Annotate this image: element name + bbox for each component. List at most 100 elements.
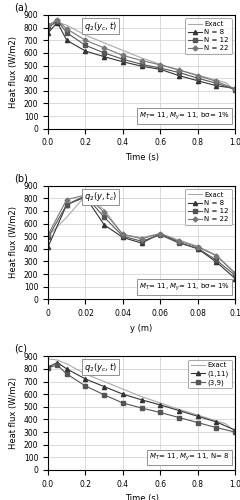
Exact (47, 356, 49, 362)
Exact (56, 357, 59, 363)
N = 22 (121, 232, 124, 237)
Exact (206, 415, 209, 421)
Exact (168, 403, 171, 409)
Exact (196, 244, 199, 250)
N = 8 (178, 240, 180, 246)
N = 8 (47, 30, 49, 36)
Text: $M_T$= 11, $M_y$= 11, bσ= 1%: $M_T$= 11, $M_y$= 11, bσ= 1% (139, 281, 230, 292)
Exact (121, 386, 124, 392)
(3,9) (159, 410, 162, 416)
Y-axis label: Heat flux (W/m2): Heat flux (W/m2) (9, 36, 18, 108)
Exact (150, 58, 152, 64)
Line: N = 8: N = 8 (46, 20, 237, 90)
(1,11) (159, 402, 162, 408)
Exact (224, 80, 227, 86)
Exact (131, 390, 134, 396)
(1,11) (234, 427, 237, 433)
N = 22 (234, 86, 237, 92)
Exact (215, 252, 218, 258)
N = 22 (159, 62, 162, 68)
N = 12 (65, 30, 68, 36)
N = 22 (103, 45, 106, 51)
N = 22 (103, 209, 106, 215)
(1,11) (215, 419, 218, 425)
(3,9) (65, 371, 68, 377)
Exact (84, 32, 87, 38)
Exact (159, 62, 162, 68)
Exact (131, 51, 134, 57)
Line: Exact: Exact (48, 359, 235, 432)
N = 12 (196, 245, 199, 251)
N = 12 (47, 234, 49, 240)
N = 22 (196, 72, 199, 78)
Exact (234, 270, 237, 276)
N = 22 (84, 192, 87, 198)
(3,9) (140, 405, 143, 411)
Exact (187, 409, 190, 415)
N = 8 (178, 72, 180, 78)
Exact (140, 234, 143, 240)
X-axis label: Time (s): Time (s) (125, 494, 159, 500)
Line: N = 12: N = 12 (46, 194, 237, 278)
Exact (121, 48, 124, 54)
Exact (75, 27, 78, 33)
N = 22 (84, 38, 87, 44)
N = 12 (103, 214, 106, 220)
Exact (103, 206, 106, 212)
Exact (187, 70, 190, 75)
Text: $q_2(y_c, t)$: $q_2(y_c, t)$ (84, 361, 117, 374)
N = 8 (215, 83, 218, 89)
Line: N = 8: N = 8 (46, 195, 237, 280)
Line: N = 12: N = 12 (46, 18, 237, 92)
(3,9) (121, 400, 124, 406)
N = 12 (121, 233, 124, 239)
N = 22 (234, 270, 237, 276)
Exact (103, 40, 106, 46)
Line: (1,11): (1,11) (46, 360, 237, 432)
Legend: Exact, N = 8, N = 12, N = 22: Exact, N = 8, N = 12, N = 22 (185, 189, 232, 225)
Exact (93, 374, 96, 380)
Text: $M_T$= 11, $M_y$= 11, bσ= 1%: $M_T$= 11, $M_y$= 11, bσ= 1% (139, 110, 230, 122)
N = 8 (56, 20, 59, 26)
N = 12 (234, 272, 237, 278)
Legend: Exact, N = 8, N = 12, N = 22: Exact, N = 8, N = 12, N = 22 (185, 18, 232, 55)
(3,9) (103, 392, 106, 398)
Exact (75, 366, 78, 372)
N = 12 (47, 24, 49, 30)
Line: (3,9): (3,9) (46, 363, 237, 434)
N = 12 (84, 192, 87, 198)
Exact (234, 88, 237, 94)
N = 8 (103, 222, 106, 228)
Exact (56, 20, 59, 26)
N = 12 (234, 86, 237, 92)
(3,9) (234, 429, 237, 435)
N = 12 (215, 80, 218, 86)
Text: $q_2(y, t_c)$: $q_2(y, t_c)$ (84, 190, 117, 203)
Text: (c): (c) (14, 344, 27, 354)
Exact (206, 74, 209, 80)
N = 12 (178, 70, 180, 75)
N = 8 (159, 230, 162, 236)
N = 22 (65, 26, 68, 32)
Exact (65, 361, 68, 367)
(1,11) (196, 414, 199, 420)
Line: N = 22: N = 22 (46, 194, 237, 275)
Exact (103, 378, 106, 384)
Exact (159, 230, 162, 236)
Exact (215, 418, 218, 424)
Text: $M_T$= 11, $M_y$= 11, N= 8: $M_T$= 11, $M_y$= 11, N= 8 (149, 452, 230, 463)
Exact (178, 406, 180, 412)
Exact (215, 77, 218, 83)
N = 8 (234, 86, 237, 91)
X-axis label: Time (s): Time (s) (125, 153, 159, 162)
Y-axis label: Heat flux (W/m2): Heat flux (W/m2) (9, 206, 18, 279)
Line: Exact: Exact (48, 22, 235, 91)
N = 12 (215, 257, 218, 263)
N = 12 (84, 42, 87, 48)
N = 8 (121, 59, 124, 65)
(1,11) (140, 397, 143, 403)
Exact (140, 394, 143, 400)
Exact (112, 44, 115, 50)
N = 12 (196, 75, 199, 81)
(3,9) (178, 414, 180, 420)
